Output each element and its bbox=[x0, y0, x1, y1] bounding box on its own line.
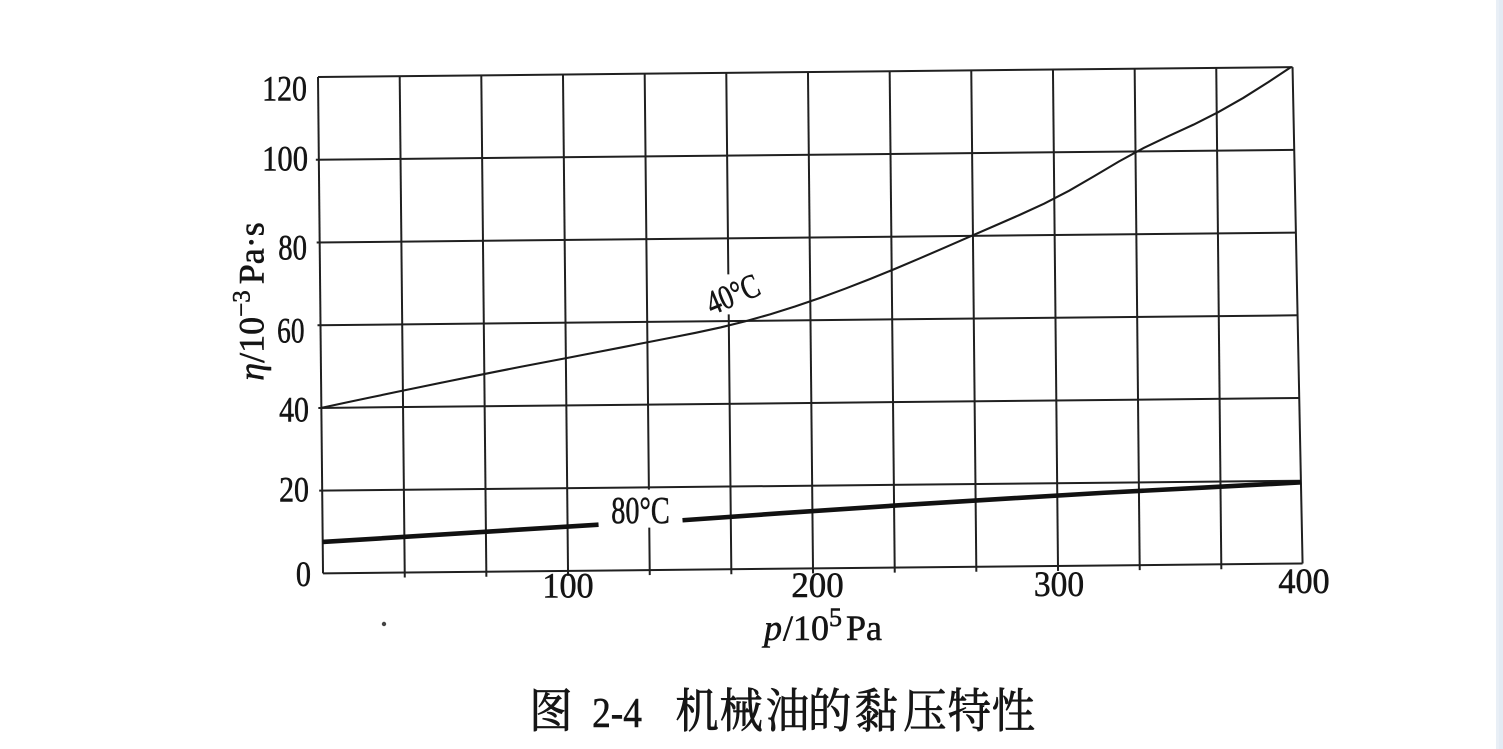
svg-text:40: 40 bbox=[279, 391, 309, 430]
svg-text:20: 20 bbox=[279, 471, 309, 510]
svg-text:80: 80 bbox=[278, 229, 307, 269]
svg-text:80°C: 80°C bbox=[611, 490, 670, 532]
svg-text:100: 100 bbox=[262, 139, 308, 179]
svg-text:200: 200 bbox=[791, 565, 843, 606]
svg-text:2-4: 2-4 bbox=[592, 690, 642, 736]
svg-text:η/10−3Pa·s: η/10−3Pa·s bbox=[229, 222, 272, 380]
svg-text:60: 60 bbox=[277, 311, 304, 350]
svg-text:0: 0 bbox=[296, 555, 311, 595]
svg-text:100: 100 bbox=[542, 566, 593, 606]
svg-text:400: 400 bbox=[1278, 561, 1329, 601]
svg-text:120: 120 bbox=[262, 70, 307, 109]
svg-text:300: 300 bbox=[1034, 564, 1084, 604]
